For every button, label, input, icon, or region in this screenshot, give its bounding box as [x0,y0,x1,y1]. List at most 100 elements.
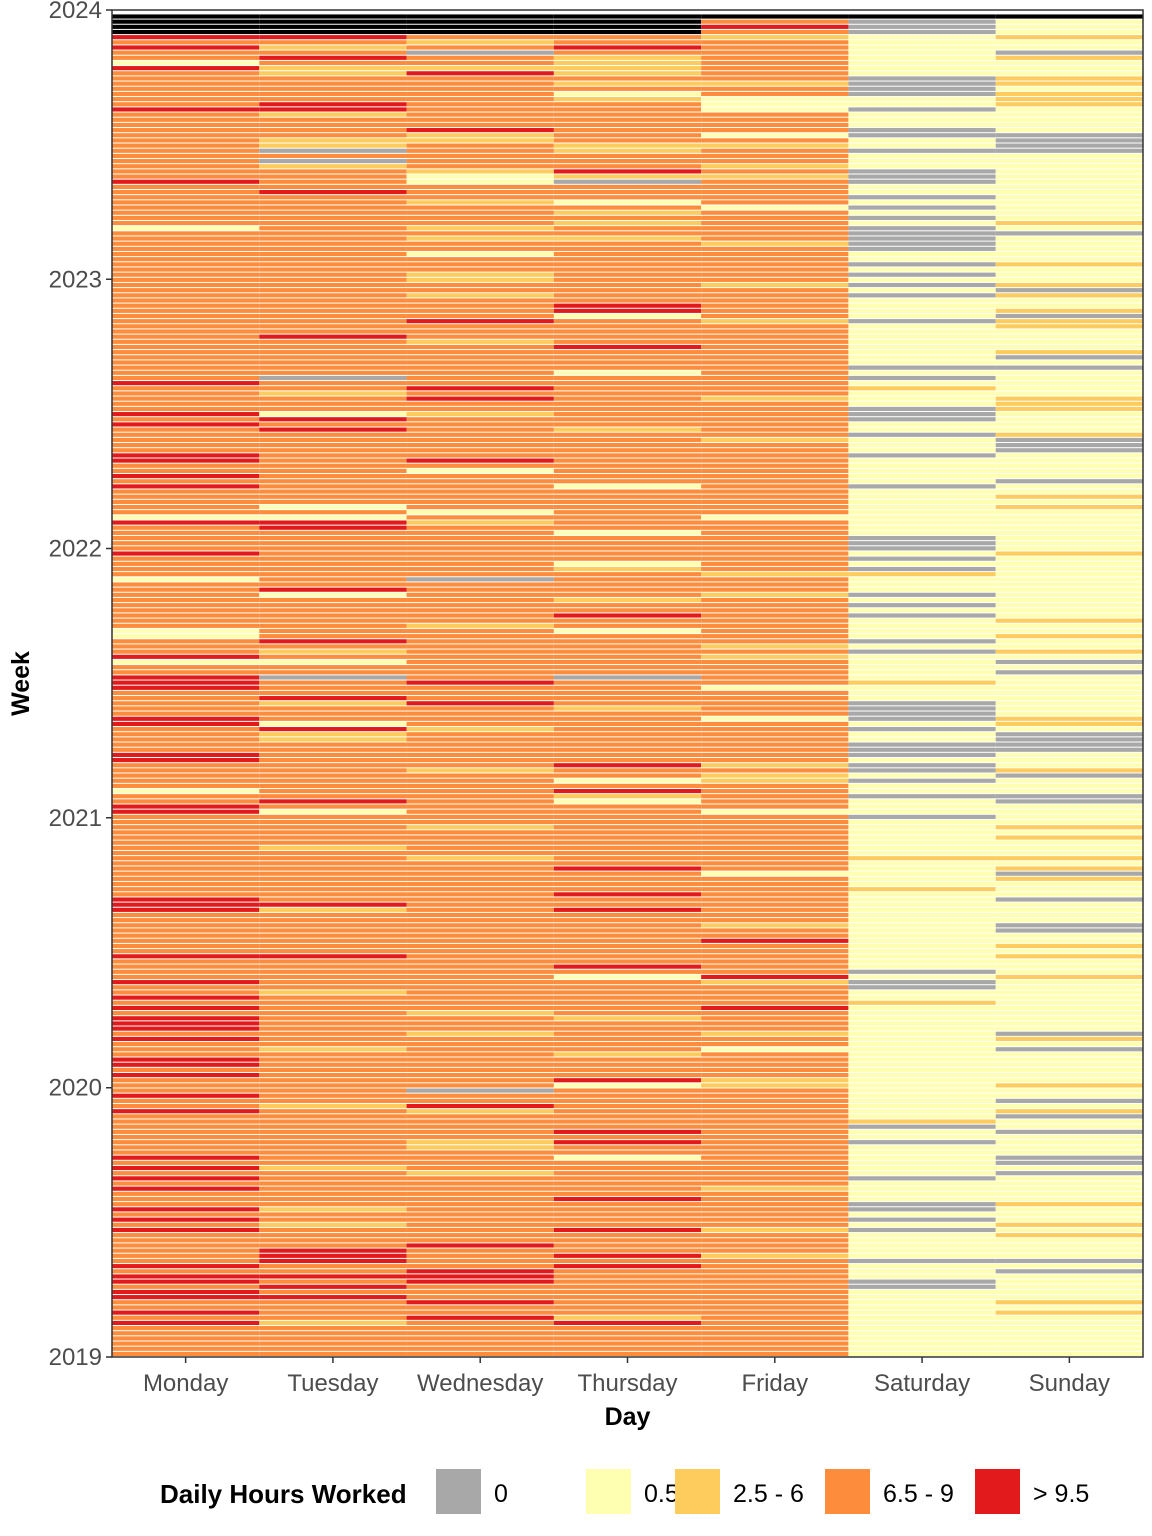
heatmap-cell [259,339,407,344]
heatmap-cell [112,954,260,959]
heatmap-cell [112,293,260,298]
heatmap-cell [112,122,260,128]
heatmap-cell [848,215,996,220]
heatmap-cell [259,205,407,210]
heatmap-cell [259,510,407,515]
heatmap-cell [406,14,554,19]
heatmap-cell [259,711,407,716]
heatmap-cell [112,990,260,995]
heatmap-cell [701,1248,849,1253]
heatmap-cell [112,876,260,881]
heatmap-cell [701,401,849,406]
heatmap-cell [701,267,849,272]
heatmap-cell [553,195,702,200]
heatmap-cell [995,1005,1143,1011]
heatmap-cell [995,721,1143,727]
heatmap-cell [259,928,407,933]
heatmap-cell [848,236,996,241]
heatmap-cell [259,1233,407,1238]
heatmap-cell [701,634,849,639]
heatmap-cell [259,313,407,319]
heatmap-cell [848,1326,996,1331]
heatmap-cell [848,768,996,773]
heatmap-cell [259,670,407,675]
heatmap-cell [848,1098,996,1103]
heatmap-cell [553,267,702,272]
heatmap-cell [995,246,1143,251]
heatmap-cell [848,887,996,892]
heatmap-cell [259,324,407,329]
heatmap-cell [112,696,260,701]
heatmap-cell [848,634,996,639]
heatmap-cell [553,835,702,840]
heatmap-cell [995,969,1143,974]
heatmap-cell [112,1005,260,1011]
heatmap-cell [553,897,702,902]
heatmap-cell [259,504,407,510]
heatmap-cell [995,386,1143,391]
heatmap-cell [553,494,702,499]
heatmap-cell [406,758,554,763]
heatmap-cell [995,499,1143,504]
heatmap-cell [406,1269,554,1274]
heatmap-cell [848,974,996,980]
heatmap-cell [701,50,849,55]
heatmap-cell [259,1253,407,1258]
heatmap-cell [701,649,849,654]
heatmap-cell [701,566,849,572]
heatmap-cell [553,179,702,184]
heatmap-cell [406,262,554,267]
heatmap-cell [995,45,1143,50]
heatmap-cell [112,628,260,634]
heatmap-cell [848,406,996,412]
heatmap-cell [701,329,849,334]
heatmap-cell [701,763,849,768]
heatmap-cell [701,381,849,386]
heatmap-cell [995,1305,1143,1310]
heatmap-cell [112,267,260,272]
heatmap-cell [112,716,260,721]
legend-key [675,1469,720,1514]
heatmap-cell [112,623,260,628]
heatmap-cell [848,1160,996,1165]
heatmap-cell [112,432,260,437]
heatmap-cell [112,670,260,675]
heatmap-cell [701,504,849,510]
heatmap-cell [112,1243,260,1248]
heatmap-cell [701,484,849,489]
heatmap-cell [848,1140,996,1145]
heatmap-cell [553,1253,702,1258]
heatmap-cell [259,856,407,861]
heatmap-cell [406,153,554,159]
heatmap-cell [995,200,1143,205]
heatmap-cell [701,1005,849,1011]
x-tick-label: Sunday [1029,1370,1110,1397]
heatmap-cell [848,670,996,675]
heatmap-cell [406,148,554,153]
heatmap-cell [701,422,849,427]
heatmap-cell [995,148,1143,153]
heatmap-cell [701,257,849,262]
heatmap-cell [553,1289,702,1295]
heatmap-cell [553,701,702,706]
heatmap-cell [112,195,260,200]
heatmap-cell [112,148,260,153]
heatmap-cell [553,758,702,763]
heatmap-cell [406,928,554,933]
heatmap-cell [848,220,996,226]
heatmap-cell [406,980,554,985]
heatmap-cell [112,1016,260,1021]
heatmap-cell [406,267,554,272]
heatmap-cell [848,923,996,928]
heatmap-cell [995,1336,1143,1341]
heatmap-cell [259,1088,407,1093]
heatmap-cell [259,468,407,473]
heatmap-cell [553,1207,702,1212]
heatmap-cell [406,639,554,644]
heatmap-cell [112,1062,260,1067]
heatmap-cell [406,381,554,386]
heatmap-cell [848,1227,996,1233]
heatmap-cell [848,541,996,546]
heatmap-cell [848,969,996,974]
heatmap-cell [848,618,996,623]
